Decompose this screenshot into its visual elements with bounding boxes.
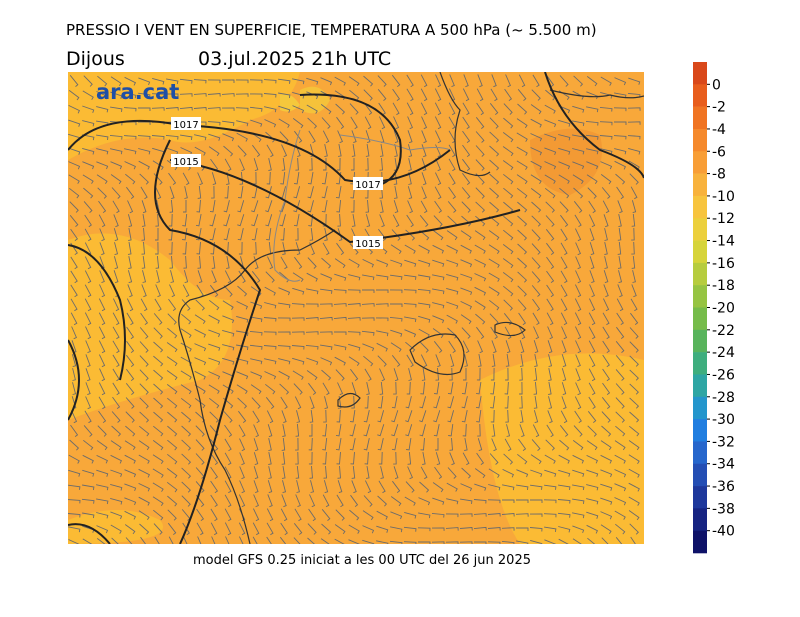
datetime: 03.jul.2025 21h UTC xyxy=(198,48,391,70)
colorbar-label: -18 xyxy=(712,278,735,294)
isobars xyxy=(68,72,644,544)
warm-patch xyxy=(300,86,330,114)
coast xyxy=(549,89,644,99)
colorbar-label: -6 xyxy=(712,144,726,160)
colorbar-segment xyxy=(693,106,707,130)
warm-patch xyxy=(68,510,164,544)
colorbar-label: -36 xyxy=(712,479,735,495)
colorbar-segment xyxy=(693,352,707,375)
colorbar-segment xyxy=(693,419,707,442)
colorbar-label: -2 xyxy=(712,100,726,116)
colorbar-segment xyxy=(693,128,707,152)
colorbar-segment xyxy=(693,195,707,219)
isobar-label-box xyxy=(353,236,383,249)
colorbar-segment xyxy=(693,62,707,85)
day: Dijous xyxy=(66,48,125,70)
border xyxy=(273,129,301,282)
colorbar-label: -32 xyxy=(712,434,735,450)
isobar-label-box xyxy=(171,154,201,167)
isobar xyxy=(68,339,80,421)
colorbar-segment xyxy=(693,240,707,264)
colorbar-label: -14 xyxy=(712,234,735,250)
isobar-label: 1015 xyxy=(173,157,198,168)
colorbar-segment xyxy=(693,307,707,331)
colorbar-label: -40 xyxy=(712,524,735,540)
map: 1017 1015 1017 1015 ara.cat xyxy=(68,72,644,544)
colorbar-segment xyxy=(693,508,707,531)
colorbar-label: -28 xyxy=(712,390,735,406)
island xyxy=(337,392,361,408)
colorbar-label: -34 xyxy=(712,457,735,473)
coast xyxy=(178,229,336,544)
footer: model GFS 0.25 iniciat a les 00 UTC del … xyxy=(193,553,531,568)
colorbar-segment xyxy=(693,530,707,554)
colorbar-label: -4 xyxy=(712,122,726,138)
colorbar-segment xyxy=(693,84,707,107)
isobar-label: 1015 xyxy=(355,239,380,250)
isobar xyxy=(68,523,111,544)
warm-patch xyxy=(480,353,644,544)
colorbar-label: -26 xyxy=(712,367,735,383)
isobar-label-box xyxy=(353,177,383,190)
island xyxy=(494,321,526,337)
isobar xyxy=(68,244,126,381)
borders xyxy=(273,129,451,282)
colorbar-label: -12 xyxy=(712,211,735,227)
logo: ara.cat xyxy=(96,80,179,104)
warm-patch xyxy=(280,93,300,112)
colorbar-segment xyxy=(693,262,707,286)
island xyxy=(409,333,465,375)
cool-patch xyxy=(530,128,602,195)
colorbar-segment xyxy=(693,285,707,308)
colorbar-label: -38 xyxy=(712,501,735,517)
colorbar-segment xyxy=(693,374,707,398)
coast xyxy=(439,72,491,177)
colorbar-label: -20 xyxy=(712,301,735,317)
isobar xyxy=(299,93,402,186)
isobar-label-box xyxy=(171,117,201,130)
isobar xyxy=(154,139,262,544)
border xyxy=(339,134,451,151)
colorbar: 0 -2 -4 -6 -8 -10 -12 -14 -16 -18 -20 -22 -24 -26 -28 -… xyxy=(693,62,735,554)
colorbar-segment xyxy=(693,463,707,487)
colorbar-label: -16 xyxy=(712,256,735,272)
isobar xyxy=(544,72,644,179)
isobar xyxy=(169,159,521,244)
colorbar-segment xyxy=(693,218,707,241)
colorbar-label: -22 xyxy=(712,323,735,339)
title: PRESSIO I VENT EN SUPERFICIE, TEMPERATUR… xyxy=(66,21,597,39)
colorbar-segment xyxy=(693,441,707,465)
colorbar-segment xyxy=(693,173,707,197)
colorbar-segment xyxy=(693,329,707,353)
colorbar-label: 0 xyxy=(712,77,721,93)
colorbar-label: -10 xyxy=(712,189,735,205)
colorbar-label: -24 xyxy=(712,345,735,361)
colorbar-segment xyxy=(693,151,707,174)
colorbar-segment xyxy=(693,486,707,509)
colorbar-label: -30 xyxy=(712,412,735,428)
isobar xyxy=(68,119,451,183)
isobar-label: 1017 xyxy=(173,120,198,131)
isobar-label: 1017 xyxy=(355,180,380,191)
isobar-labels: 1017 1015 1017 1015 xyxy=(171,117,383,250)
colorbar-label: -8 xyxy=(712,167,726,183)
warm-patch xyxy=(68,233,232,420)
coastlines xyxy=(178,72,644,544)
colorbar-segment xyxy=(693,396,707,420)
